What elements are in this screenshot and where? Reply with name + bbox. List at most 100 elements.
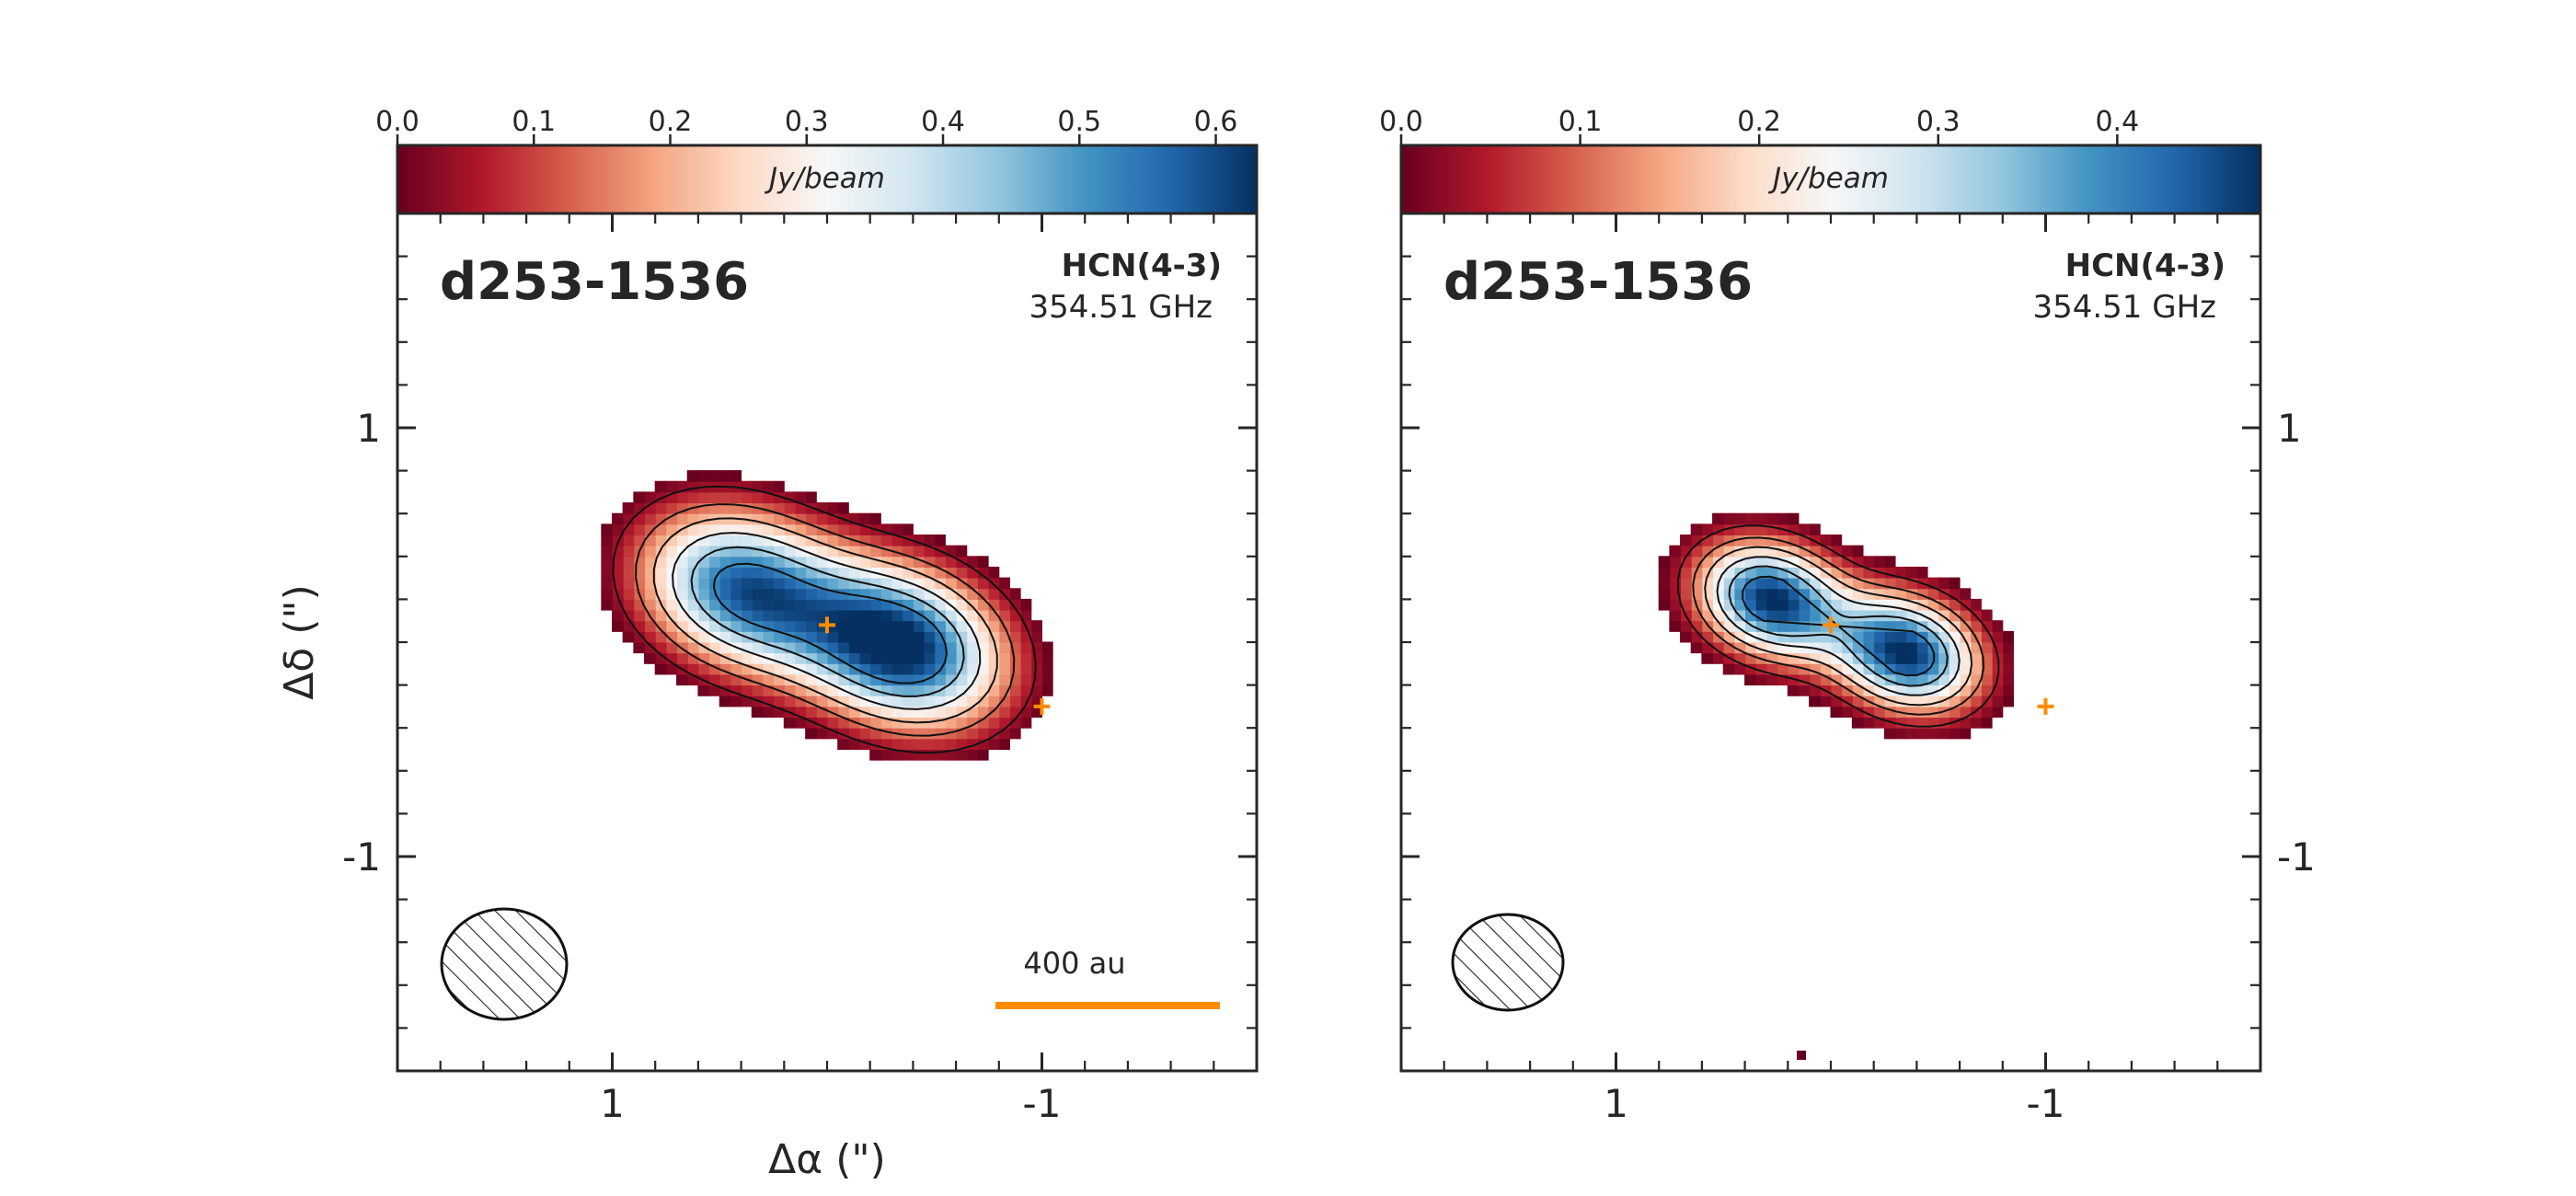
- map-pixel: [1991, 662, 2004, 675]
- map-pixel: [1948, 695, 1961, 707]
- contour-line: [1676, 524, 2000, 728]
- map-pixel: [1830, 641, 1843, 654]
- map-pixel: [1008, 630, 1021, 643]
- map-pixel: [891, 652, 903, 664]
- map-pixel: [912, 684, 925, 696]
- map-pixel: [730, 491, 742, 504]
- map-pixel: [622, 588, 635, 600]
- map-pixel: [665, 577, 678, 590]
- star-marker: [1033, 697, 1051, 715]
- map-pixel: [880, 630, 892, 643]
- map-pixel: [2002, 673, 2014, 686]
- map-pixel: [837, 641, 849, 654]
- map-pixel: [633, 512, 646, 525]
- map-pixel: [1841, 673, 1853, 686]
- map-pixel: [880, 695, 892, 707]
- map-pixel: [934, 717, 946, 729]
- map-pixel: [923, 588, 936, 600]
- map-pixel: [1980, 641, 1993, 654]
- star-marker: [819, 616, 835, 634]
- map-pixel: [1841, 706, 1853, 719]
- map-pixel: [622, 556, 635, 568]
- map-pixel: [847, 641, 860, 654]
- map-pixel: [891, 749, 903, 761]
- map-pixel: [1777, 588, 1788, 600]
- map-pixel: [934, 598, 946, 611]
- map-pixel: [934, 706, 946, 719]
- map-pixel: [1777, 598, 1788, 611]
- map-pixel: [1894, 727, 1907, 740]
- map-pixel: [1680, 620, 1692, 632]
- map-pixel: [708, 598, 720, 611]
- map-pixel: [1712, 512, 1724, 525]
- map-pixel: [794, 566, 807, 579]
- map-pixel: [1744, 535, 1756, 546]
- map-pixel: [837, 598, 849, 611]
- map-pixel: [1754, 512, 1767, 525]
- map-pixel: [1894, 566, 1907, 579]
- map-pixel: [944, 609, 957, 622]
- map-pixel: [794, 609, 807, 622]
- map-pixel: [847, 738, 860, 750]
- map-pixel: [923, 577, 936, 590]
- map-pixel: [654, 535, 667, 546]
- map-pixel: [730, 695, 742, 707]
- map-pixel: [966, 620, 978, 632]
- map-pixel: [708, 470, 720, 482]
- map-pixel: [1905, 706, 1917, 719]
- right-panel: Jy/beam 0.0 0.1 0.2 0.3 0.4 1 -1 1 -1 d253-1536…: [1379, 106, 2316, 1126]
- map-pixel: [708, 652, 720, 664]
- map-pixel: [622, 535, 635, 546]
- map-pixel: [966, 556, 978, 568]
- map-pixel: [1008, 598, 1021, 611]
- x-tick-label: -1: [2027, 1081, 2065, 1126]
- map-pixel: [1851, 566, 1864, 579]
- map-pixel: [708, 684, 720, 696]
- map-pixel: [1722, 545, 1735, 558]
- map-pixel: [891, 566, 903, 579]
- map-pixel: [794, 684, 807, 696]
- map-pixel: [676, 512, 688, 525]
- map-pixel: [955, 577, 968, 590]
- map-pixel: [805, 491, 817, 504]
- map-pixel: [1959, 652, 1972, 664]
- map-pixel: [633, 491, 646, 504]
- map-pixel: [976, 673, 989, 686]
- map-pixel: [633, 609, 646, 622]
- map-pixel: [741, 652, 753, 664]
- map-pixel: [741, 609, 753, 622]
- map-pixel: [751, 491, 764, 504]
- map-pixel: [826, 717, 839, 729]
- map-pixel: [998, 695, 1010, 707]
- map-pixel: [1830, 673, 1843, 686]
- left-colorbar-label: Jy/beam: [764, 162, 885, 195]
- map-pixel: [644, 652, 656, 664]
- map-pixel: [1959, 620, 1972, 632]
- map-pixel: [869, 598, 881, 611]
- map-pixel: [955, 695, 968, 707]
- map-pixel: [869, 749, 881, 761]
- map-pixel: [1744, 673, 1756, 686]
- map-pixel: [902, 727, 914, 740]
- map-pixel: [912, 630, 925, 643]
- map-pixel: [858, 727, 871, 740]
- map-pixel: [837, 673, 849, 686]
- map-pixel: [966, 717, 978, 729]
- map-pixel: [1938, 641, 1949, 654]
- map-pixel: [1701, 652, 1714, 664]
- map-pixel: [944, 662, 957, 675]
- map-pixel: [762, 523, 775, 535]
- map-pixel: [912, 545, 925, 558]
- contour-line: [1692, 536, 1985, 716]
- map-pixel: [1030, 620, 1042, 632]
- map-pixel: [1926, 588, 1939, 600]
- map-pixel: [1019, 598, 1032, 611]
- map-pixel: [1754, 566, 1767, 579]
- map-pixel: [601, 588, 613, 600]
- map-pixel: [697, 566, 710, 579]
- map-pixel: [741, 480, 753, 493]
- map-pixel: [815, 545, 828, 558]
- map-pixel: [1980, 706, 1993, 719]
- map-pixel: [1787, 641, 1800, 654]
- map-pixel: [654, 502, 667, 514]
